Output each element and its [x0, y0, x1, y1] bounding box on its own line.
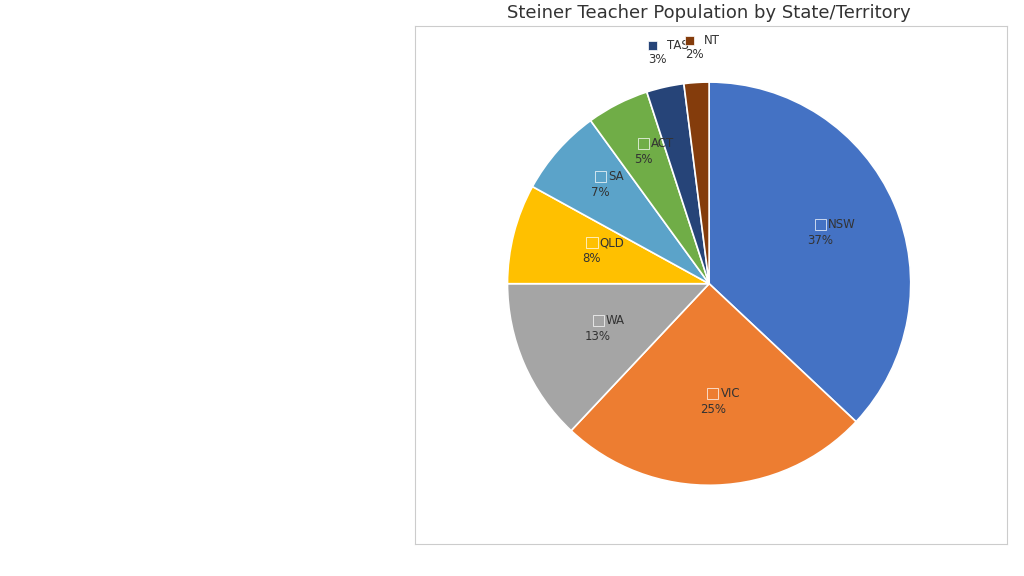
Text: ( across 47 schools): ( across 47 schools) — [55, 381, 214, 396]
FancyBboxPatch shape — [708, 388, 719, 399]
Text: 13%: 13% — [585, 330, 611, 343]
FancyBboxPatch shape — [593, 315, 604, 326]
FancyBboxPatch shape — [648, 41, 657, 50]
FancyBboxPatch shape — [638, 138, 649, 149]
FancyBboxPatch shape — [814, 219, 825, 230]
Text: 946: 946 — [55, 220, 199, 293]
Text: Estimated number of Teachers: Estimated number of Teachers — [55, 318, 331, 333]
Wedge shape — [571, 283, 856, 485]
Text: 2%: 2% — [685, 48, 703, 61]
Text: working in Steiner Education: working in Steiner Education — [55, 347, 317, 362]
Text: 8%: 8% — [583, 252, 601, 265]
FancyBboxPatch shape — [587, 237, 598, 248]
Text: NSW: NSW — [827, 218, 856, 231]
Wedge shape — [684, 82, 709, 283]
Wedge shape — [647, 84, 709, 283]
Title: Steiner Teacher Population by State/Territory: Steiner Teacher Population by State/Terr… — [507, 4, 911, 22]
Text: 25%: 25% — [700, 403, 726, 416]
Text: SA: SA — [608, 170, 624, 183]
Wedge shape — [532, 120, 709, 283]
Text: TAS: TAS — [668, 39, 689, 52]
Wedge shape — [591, 92, 709, 283]
FancyBboxPatch shape — [685, 36, 694, 45]
Text: ACT: ACT — [651, 137, 674, 150]
Text: 37%: 37% — [807, 234, 834, 247]
FancyBboxPatch shape — [595, 171, 606, 182]
Text: 7%: 7% — [591, 186, 609, 199]
Text: WA: WA — [606, 314, 625, 327]
Text: NT: NT — [705, 34, 720, 47]
Text: QLD: QLD — [600, 236, 625, 249]
Wedge shape — [709, 82, 910, 422]
Wedge shape — [508, 283, 709, 431]
Text: 3%: 3% — [648, 53, 667, 66]
Text: VIC: VIC — [721, 387, 740, 400]
Text: 5%: 5% — [634, 153, 652, 166]
Wedge shape — [508, 187, 709, 283]
